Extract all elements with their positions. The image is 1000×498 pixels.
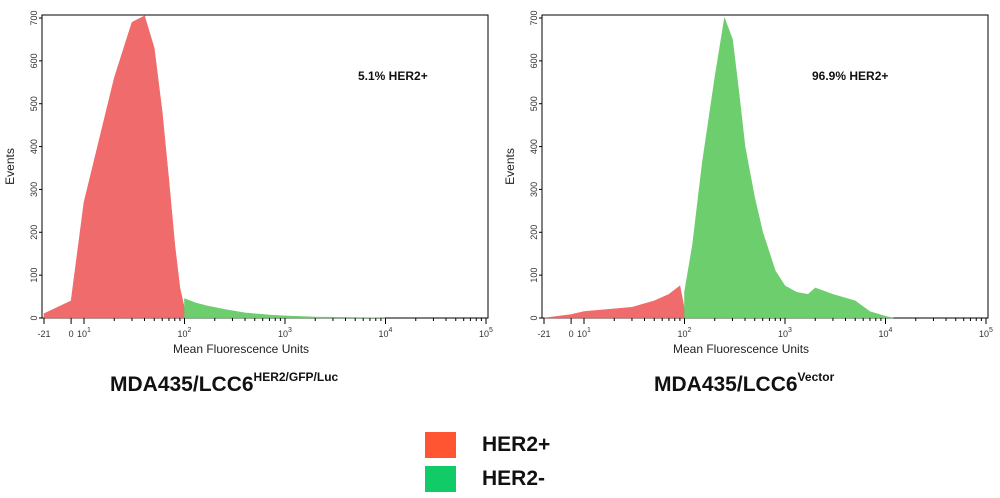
ytick-label-right: 500 <box>529 96 539 111</box>
chart-panel-left: 0 100 200 300 400 500 600 700 -21 0 101 102 103 104 10… <box>0 0 500 410</box>
ytick-label-right: 200 <box>529 225 539 240</box>
ytick-label-left: 100 <box>29 268 39 283</box>
x-axis-label-left: Mean Fluorescence Units <box>173 342 309 356</box>
legend-label-her2-neg: HER2- <box>482 467 546 490</box>
ytick-label-left: 600 <box>29 53 39 68</box>
legend-swatch-her2-neg <box>425 466 456 492</box>
xtick-label-right: 102 <box>678 327 692 339</box>
ytick-label-left: 400 <box>29 139 39 154</box>
ytick-label-right: 300 <box>529 182 539 197</box>
ytick-label-right: 400 <box>529 139 539 154</box>
caption-left-main: MDA435/LCC6 <box>110 373 254 396</box>
ytick-label-left: 500 <box>29 96 39 111</box>
xtick-label-left: 102 <box>178 327 192 339</box>
ytick-label-right: 0 <box>529 315 539 320</box>
legend: HER2+ HER2- <box>425 428 550 496</box>
legend-item-her2-neg: HER2- <box>425 462 550 496</box>
caption-right-sup: Vector <box>797 370 835 384</box>
xtick-label-left: 101 <box>77 327 91 339</box>
ytick-label-right: 600 <box>529 53 539 68</box>
legend-item-her2-pos: HER2+ <box>425 428 550 462</box>
x-axis-label-right: Mean Fluorescence Units <box>673 342 809 356</box>
xtick-label-right: 101 <box>577 327 591 339</box>
caption-right-main: MDA435/LCC6 <box>654 373 798 396</box>
series-area-her2-pos-left <box>43 15 185 319</box>
xtick-label-right: 105 <box>979 327 993 339</box>
xtick-label-left: -21 <box>37 329 50 339</box>
percent-annotation-right: 96.9% HER2+ <box>812 69 888 83</box>
caption-left-sup: HER2/GFP/Luc <box>253 370 339 384</box>
chart-panel-right: 0 100 200 300 400 500 600 700 -21 0 101 102 103 104 10… <box>500 0 1000 410</box>
xtick-label-left: 0 <box>69 329 74 339</box>
ytick-label-left: 200 <box>29 225 39 240</box>
y-axis-label-right: Events <box>503 148 517 185</box>
ytick-label-right: 100 <box>529 268 539 283</box>
xtick-label-right: 104 <box>879 327 893 339</box>
legend-label-her2-pos: HER2+ <box>482 433 551 456</box>
series-area-her2-neg-right <box>684 16 894 319</box>
xtick-label-right: -21 <box>537 329 550 339</box>
series-area-her2-neg-left <box>184 298 386 319</box>
caption-right: MDA435/LCC6Vector <box>654 370 835 397</box>
xtick-label-right: 0 <box>569 329 574 339</box>
series-area-her2-pos-right <box>543 285 685 319</box>
ytick-label-left: 700 <box>29 10 39 25</box>
caption-left: MDA435/LCC6HER2/GFP/Luc <box>110 370 339 397</box>
xtick-label-left: 103 <box>278 327 292 339</box>
legend-swatch-her2-pos <box>425 432 456 458</box>
ytick-label-left: 300 <box>29 182 39 197</box>
xtick-label-left: 104 <box>379 327 393 339</box>
xtick-label-right: 103 <box>778 327 792 339</box>
ytick-label-left: 0 <box>29 315 39 320</box>
percent-annotation-left: 5.1% HER2+ <box>358 69 428 83</box>
ytick-label-right: 700 <box>529 10 539 25</box>
xtick-label-left: 105 <box>479 327 493 339</box>
y-axis-label-left: Events <box>3 148 17 185</box>
